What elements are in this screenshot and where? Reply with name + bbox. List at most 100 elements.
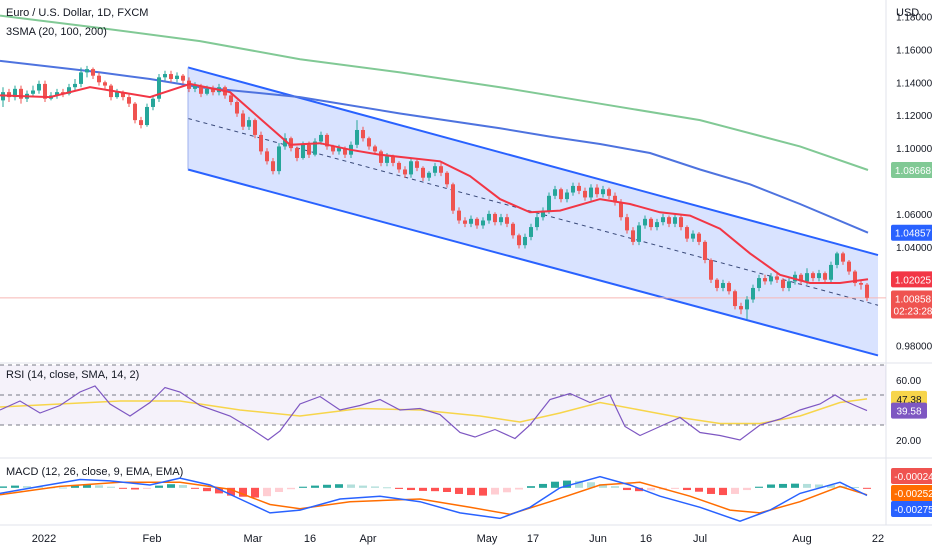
macd-histogram-bar <box>527 486 535 488</box>
macd-histogram-bar <box>623 487 631 491</box>
candle-body <box>427 172 431 178</box>
macd-histogram-bar <box>863 487 871 489</box>
macd-histogram-bar <box>803 483 811 488</box>
macd-label[interactable]: MACD (12, 26, close, 9, EMA, EMA) <box>6 466 184 478</box>
candle-body <box>199 85 203 94</box>
candle-body <box>337 148 341 152</box>
time-tick-label: 17 <box>527 533 539 545</box>
candle-body <box>559 189 563 200</box>
candle-body <box>271 161 275 172</box>
macd-histogram-bar <box>359 485 367 488</box>
candle-body <box>511 223 515 236</box>
rsi-badge <box>891 402 927 419</box>
candle-body <box>817 273 821 279</box>
candle-body <box>577 185 581 191</box>
macd-histogram-bar <box>551 481 559 488</box>
candle-body <box>445 172 449 185</box>
macd-histogram-bar <box>743 487 751 491</box>
candle-body <box>127 97 131 104</box>
price-tick-label: 1.14000 <box>896 78 932 89</box>
macd-histogram-bar <box>671 487 679 489</box>
candle-body <box>853 271 857 284</box>
candle-body <box>679 217 683 228</box>
rsi-tick-label: 20.00 <box>896 436 921 447</box>
candle-body <box>115 92 119 98</box>
candle-body <box>91 69 95 76</box>
candle-body <box>241 113 245 127</box>
candle-body <box>787 281 791 288</box>
candle-body <box>133 103 137 121</box>
candle-body <box>361 129 365 139</box>
macd-histogram-bar <box>563 480 571 488</box>
time-tick-label: 2022 <box>32 533 56 545</box>
ma-indicator-label[interactable]: 3SMA (20, 100, 200) <box>6 26 107 38</box>
rsi-line <box>0 385 868 441</box>
candle-body <box>457 210 461 221</box>
candle-body <box>841 253 845 262</box>
rsi-badge-value: 39.58 <box>896 407 921 418</box>
candle-body <box>367 138 371 147</box>
candle-body <box>667 217 671 224</box>
macd-histogram-bar <box>791 483 799 488</box>
macd-histogram-bar <box>515 487 523 490</box>
candle-body <box>523 236 527 246</box>
macd-histogram-bar <box>23 486 31 488</box>
candle-body <box>439 166 443 173</box>
candle-body <box>373 146 377 152</box>
macd-histogram-bar <box>383 487 391 489</box>
macd-histogram-bar <box>59 487 67 489</box>
price-badge-value: 1.04857 <box>895 229 932 240</box>
macd-histogram-bar <box>647 487 655 491</box>
candle-body <box>703 241 707 260</box>
candle-body <box>379 151 383 163</box>
candle-body <box>73 83 77 88</box>
candle-body <box>619 202 623 218</box>
candle-body <box>583 190 587 198</box>
candle-body <box>469 218 473 224</box>
macd-histogram-bar <box>371 486 379 488</box>
candle-body <box>631 230 635 242</box>
price-tick-label: 0.98000 <box>896 342 932 353</box>
price-tick-label: 1.12000 <box>896 111 932 122</box>
candle-body <box>607 189 611 196</box>
candle-body <box>487 213 491 221</box>
price-badge <box>891 271 932 288</box>
macd-histogram-bar <box>95 485 103 488</box>
candle-body <box>847 261 851 272</box>
price-tick-label: 1.18000 <box>896 12 932 23</box>
candle-body <box>571 185 575 193</box>
sma20-line <box>0 82 869 284</box>
candle-body <box>601 189 605 195</box>
rsi-tick-label: 60.00 <box>896 376 921 387</box>
macd-badge-value: -0.00024 <box>894 472 932 483</box>
price-tick-label: 1.10000 <box>896 144 932 155</box>
candle-body <box>157 77 161 99</box>
candle-body <box>37 83 41 91</box>
candle-body <box>691 233 695 239</box>
candle-body <box>505 217 509 224</box>
macd-histogram-bar <box>299 486 307 488</box>
macd-histogram-bar <box>479 487 487 496</box>
candle-body <box>775 276 779 280</box>
candle-body <box>541 210 545 218</box>
macd-histogram-bar <box>191 487 199 489</box>
candle-body <box>283 138 287 147</box>
macd-histogram-bar <box>263 487 271 497</box>
candle-body <box>781 279 785 288</box>
macd-histogram-bar <box>611 486 619 488</box>
candle-body <box>553 189 557 196</box>
candle-body <box>355 129 359 145</box>
candle-body <box>121 92 125 98</box>
candle-body <box>475 218 479 226</box>
rsi-label[interactable]: RSI (14, close, SMA, 14, 2) <box>6 369 140 381</box>
candle-body <box>727 283 731 292</box>
macd-histogram-bar <box>815 484 823 488</box>
macd-histogram-bar <box>599 484 607 488</box>
macd-histogram-bar <box>719 487 727 496</box>
countdown-label: 02:23:28 <box>894 307 932 318</box>
macd-histogram-bar <box>167 484 175 488</box>
time-tick-label: 16 <box>304 533 316 545</box>
candle-body <box>451 184 455 211</box>
